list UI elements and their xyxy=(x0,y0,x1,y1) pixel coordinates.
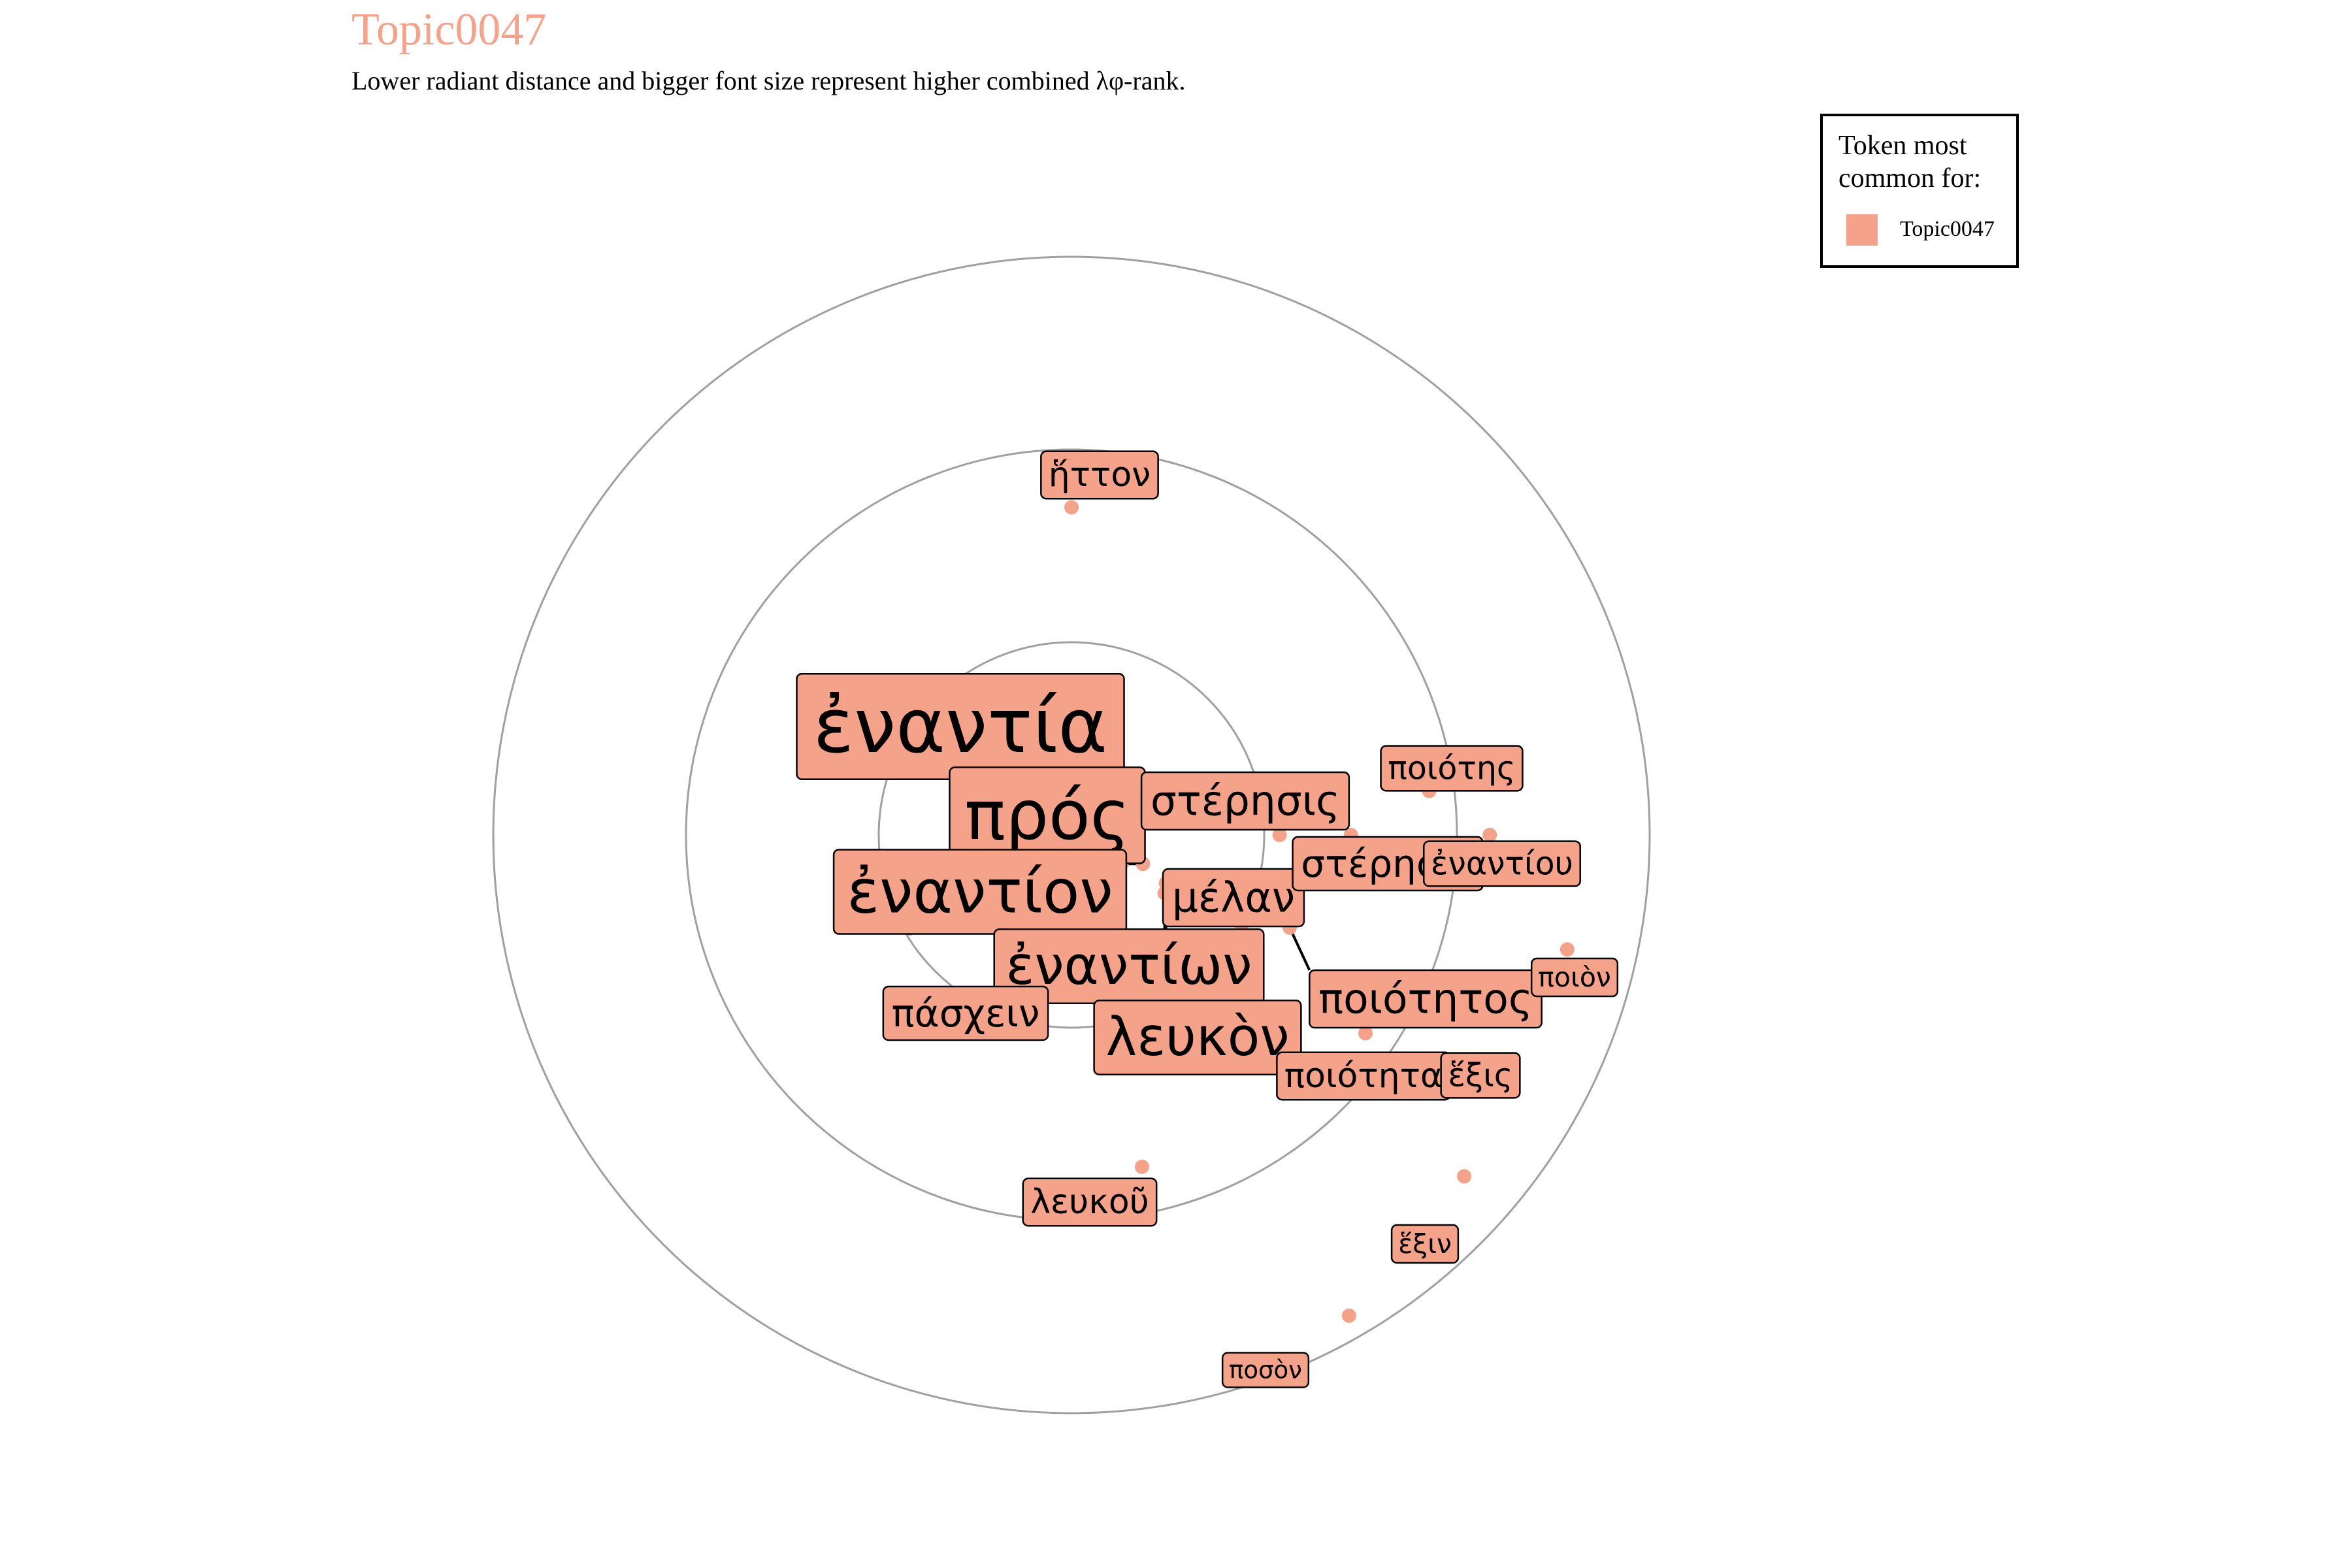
token-label-box xyxy=(1309,969,1543,1029)
token-point xyxy=(1457,1169,1472,1184)
token-point xyxy=(1064,500,1079,515)
token-label-text: ἕξιν xyxy=(1398,1228,1452,1260)
token-label: λευκοῦ xyxy=(1022,1177,1158,1227)
token-label: ποιότης xyxy=(1380,745,1524,792)
token-label-box xyxy=(1380,745,1524,792)
token-label: ποσὸν xyxy=(1221,1352,1310,1388)
token-label: μέλαν xyxy=(1162,868,1305,928)
token-label-box xyxy=(1530,957,1619,998)
token-label-box xyxy=(1422,840,1582,887)
token-label-text: πάσχειν xyxy=(892,991,1040,1036)
token-label-text: ποιότης xyxy=(1388,750,1515,787)
legend-title: Token most common for: xyxy=(1838,131,1982,193)
token-label: ἐναντίον xyxy=(832,849,1128,935)
token-label-text: λευκὸν xyxy=(1105,1007,1289,1068)
token-label-text: ποιότητα xyxy=(1284,1056,1443,1096)
token-point xyxy=(1134,1159,1149,1174)
token-label-text: ἕξις xyxy=(1448,1057,1512,1094)
token-label: στέρησις xyxy=(1140,771,1350,831)
token-label: ἕξιν xyxy=(1390,1224,1460,1264)
token-label: πρός xyxy=(949,766,1146,864)
legend-label: Topic0047 xyxy=(1900,217,1995,241)
token-label: ἐναντίων xyxy=(993,928,1265,1004)
token-label-text: ποσὸν xyxy=(1229,1356,1302,1384)
token-point xyxy=(1482,828,1497,842)
token-point xyxy=(1341,1308,1356,1323)
token-label-text: ποιότητος xyxy=(1318,975,1533,1023)
token-label-box xyxy=(1440,1052,1521,1099)
chart-title: Topic0047 xyxy=(351,5,547,55)
token-label-box xyxy=(1022,1177,1158,1227)
token-label: πάσχειν xyxy=(882,985,1049,1041)
token-label: ἐναντίου xyxy=(1422,840,1582,887)
token-label-text: μέλαν xyxy=(1172,874,1295,922)
token-label-box xyxy=(832,849,1128,935)
token-label: ποιότητος xyxy=(1309,969,1543,1029)
token-label-box xyxy=(1093,1000,1302,1075)
token-label-box xyxy=(1140,771,1350,831)
token-label-box xyxy=(1390,1224,1460,1264)
token-point xyxy=(1560,942,1575,957)
ring-1 xyxy=(877,641,1266,1029)
token-label: ἕξις xyxy=(1440,1052,1521,1099)
token-label-text: ἐναντίου xyxy=(1431,845,1573,883)
token-point xyxy=(1358,1026,1373,1041)
token-label-text: λευκοῦ xyxy=(1030,1183,1149,1222)
token-label-text: ἥττον xyxy=(1049,455,1151,495)
token-label-text: πρός xyxy=(964,776,1130,855)
token-label: λευκὸν xyxy=(1093,1000,1302,1075)
token-label-text: ἐναντίον xyxy=(847,857,1113,927)
leader-line xyxy=(1288,926,1311,971)
token-point xyxy=(1272,828,1287,842)
token-label-text: ποιὸν xyxy=(1538,962,1611,993)
legend: Token most common for: Topic0047 xyxy=(1820,114,2019,268)
token-label: ἥττον xyxy=(1040,450,1159,500)
token-label-text: ἐναντία xyxy=(813,683,1107,770)
token-label: ποιότητα xyxy=(1276,1051,1451,1101)
token-label-text: στέρησις xyxy=(1151,777,1340,825)
token-label-box xyxy=(1221,1352,1310,1388)
token-label-box xyxy=(882,985,1049,1041)
ring-3 xyxy=(492,255,1651,1414)
legend-key-swatch xyxy=(1846,214,1878,246)
token-label: ἐναντία xyxy=(796,672,1125,781)
token-label-box xyxy=(1040,450,1159,500)
token-label-box xyxy=(1162,868,1305,928)
token-label: ποιὸν xyxy=(1530,957,1619,998)
token-label-text: ἐναντίων xyxy=(1006,936,1252,997)
chart-subtitle: Lower radiant distance and bigger font s… xyxy=(351,66,1186,95)
